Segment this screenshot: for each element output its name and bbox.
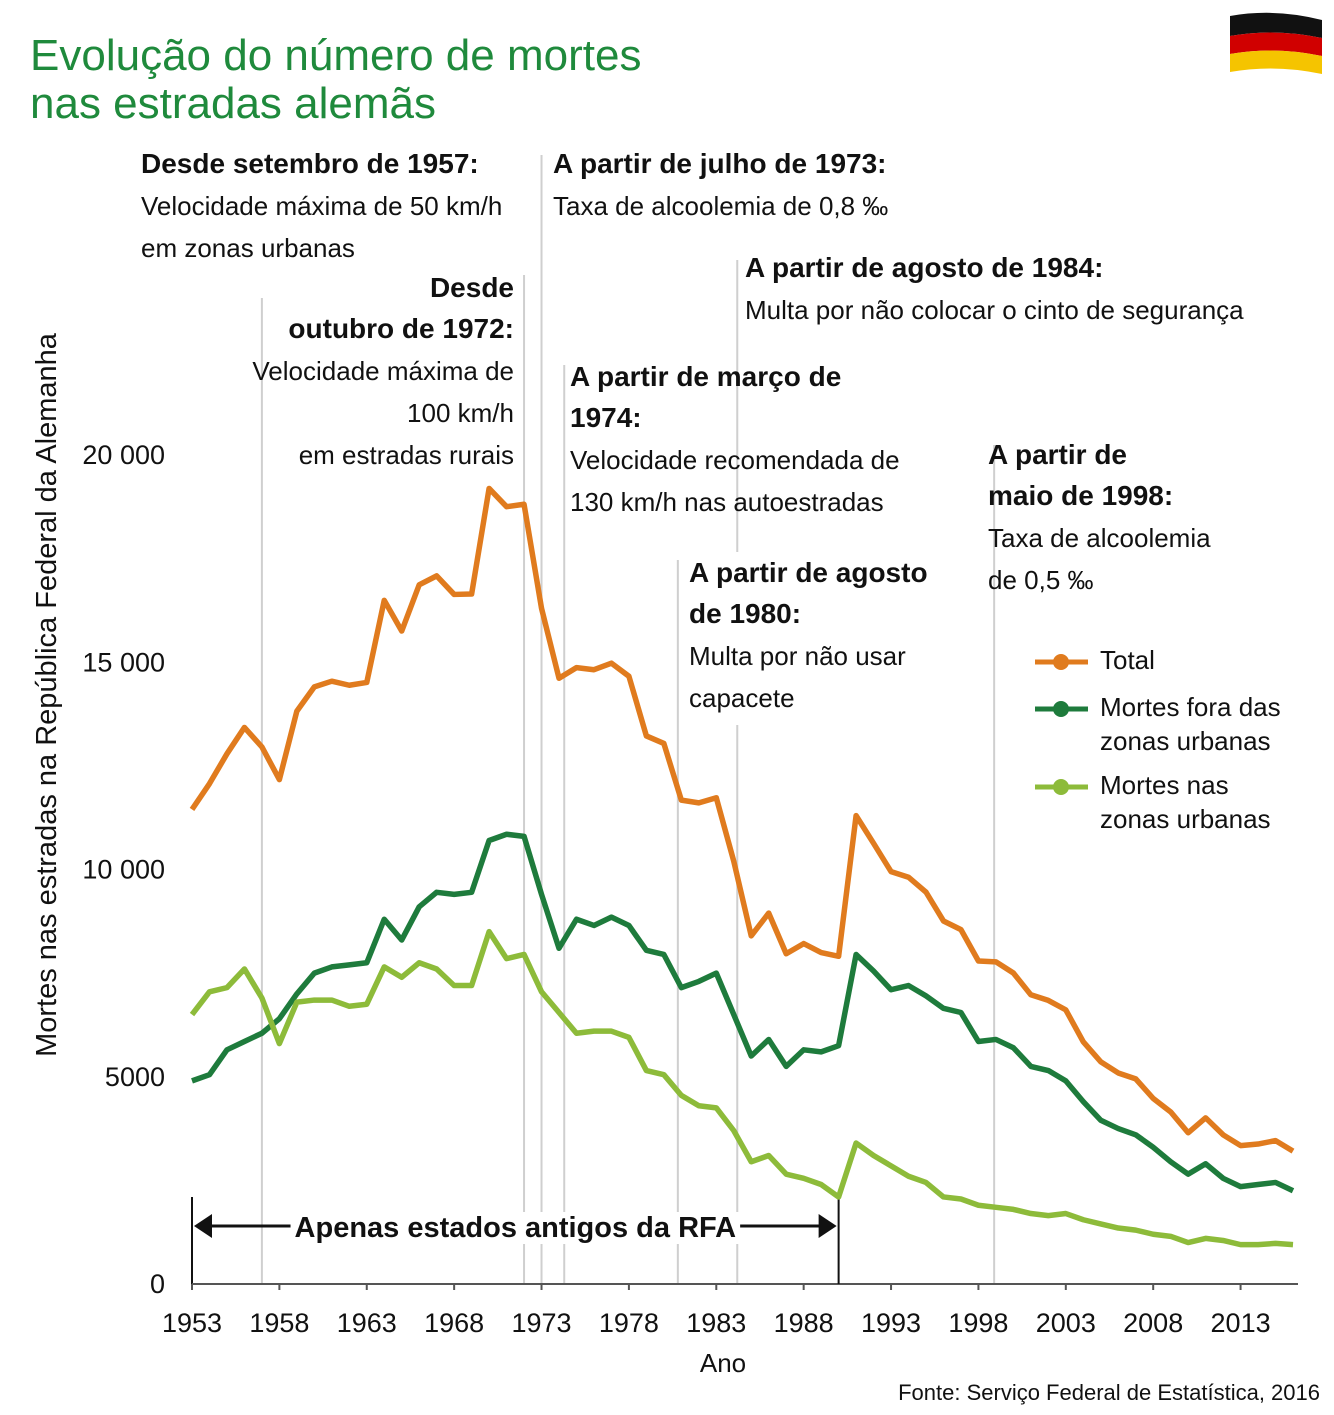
x-tick-label: 1973 — [511, 1308, 571, 1338]
y-axis-label: Mortes nas estradas na República Federal… — [31, 332, 63, 1057]
annotation-title: A partir de março de — [570, 361, 841, 392]
y-tick-label: 0 — [150, 1269, 165, 1299]
annotation-text: Velocidade recomendada de — [570, 445, 900, 475]
annotation-text: Multa por não colocar o cinto de seguran… — [745, 295, 1244, 325]
arrow-head — [818, 1214, 837, 1238]
annotation-title: A partir de agosto de 1984: — [745, 252, 1103, 283]
chart-title: Evolução do número de mortes — [30, 31, 641, 80]
annotation-title: de 1980: — [689, 598, 801, 629]
annotation-text: de 0,5 ‰ — [988, 565, 1094, 595]
x-tick-label: 1993 — [861, 1308, 921, 1338]
annotation-title: maio de 1998: — [988, 480, 1173, 511]
annotation-text: Taxa de alcoolemia de 0,8 ‰ — [553, 191, 888, 221]
y-tick-label: 15 000 — [82, 647, 165, 677]
legend-marker — [1053, 779, 1069, 795]
x-tick-label: 2003 — [1036, 1308, 1096, 1338]
legend-label: Total — [1100, 645, 1155, 675]
y-tick-label: 20 000 — [82, 440, 165, 470]
source: Fonte: Serviço Federal de Estatística, 2… — [898, 1380, 1320, 1405]
series-line — [189, 485, 1295, 1154]
annotation-text: 130 km/h nas autoestradas — [570, 487, 884, 517]
annotation-text: em zonas urbanas — [141, 233, 355, 263]
y-tick-label: 5000 — [105, 1062, 165, 1092]
x-tick-label: 2013 — [1211, 1308, 1271, 1338]
annotation-text: Velocidade máxima de — [252, 356, 514, 386]
x-axis-label: Ano — [700, 1348, 746, 1378]
annotation-title: outubro de 1972: — [288, 313, 514, 344]
annotation-lines — [260, 155, 996, 1284]
annotations: Desde setembro de 1957: Velocidade máxima… — [141, 148, 1244, 713]
series-line — [189, 928, 1294, 1248]
x-tick-label: 1953 — [162, 1308, 222, 1338]
annotation-title: A partir de agosto — [689, 557, 928, 588]
legend-label: Mortes nas zonas urbanas — [1100, 770, 1271, 834]
x-tick-label: 1988 — [774, 1308, 834, 1338]
x-tick-label: 1983 — [686, 1308, 746, 1338]
range-label-bg — [290, 1212, 741, 1244]
annotation-text: 100 km/h — [407, 398, 514, 428]
annotation-text: Velocidade máxima de 50 km/h — [141, 191, 502, 221]
annotation-text: capacete — [689, 683, 795, 713]
x-tick-label: 1998 — [948, 1308, 1008, 1338]
annotation-title: Desde setembro de 1957: — [141, 148, 479, 179]
x-tick-label: 1958 — [249, 1308, 309, 1338]
annotation-title: A partir de julho de 1973: — [553, 148, 886, 179]
annotation-text: em estradas rurais — [299, 440, 514, 470]
legend-label: Mortes fora das zonas urbanas — [1100, 692, 1281, 756]
x-tick-label: 2008 — [1123, 1308, 1183, 1338]
annotation-text: Multa por não usar — [689, 641, 906, 671]
annotation-text: Taxa de alcoolemia — [988, 523, 1211, 553]
x-tick-label: 1963 — [337, 1308, 397, 1338]
range-label: Apenas estados antigos da RFA — [295, 1212, 737, 1244]
series-line — [191, 831, 1295, 1194]
annotation-title: Desde — [430, 272, 514, 303]
x-tick-label: 1968 — [424, 1308, 484, 1338]
legend-marker — [1053, 701, 1069, 717]
annotation-title: A partir de — [988, 439, 1127, 470]
arrow-head — [194, 1214, 212, 1238]
flag — [1230, 12, 1322, 74]
chart-title: nas estradas alemãs — [30, 79, 436, 128]
annotation-title: 1974: — [570, 402, 642, 433]
x-tick-label: 1978 — [599, 1308, 659, 1338]
y-tick-label: 10 000 — [82, 855, 165, 885]
legend-marker — [1053, 654, 1069, 670]
